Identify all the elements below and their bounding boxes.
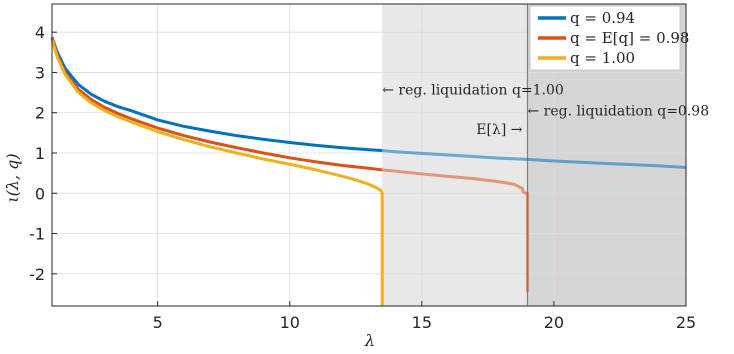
- legend-label-0: q = 0.94: [570, 9, 635, 27]
- annotation-0: ← reg. liquidation q=1.00: [382, 82, 564, 98]
- y-tick-label: 0: [35, 184, 45, 203]
- x-tick-label: 25: [676, 313, 696, 332]
- x-tick-label: 10: [280, 313, 300, 332]
- x-tick-label: 5: [153, 313, 163, 332]
- annotation-2: E[λ] →: [476, 122, 522, 138]
- series-line-2: [50, 39, 384, 306]
- series-line-1: [50, 37, 383, 172]
- y-tick-label: 3: [35, 63, 45, 82]
- x-tick-label: 15: [412, 313, 432, 332]
- x-tick-label: 20: [544, 313, 564, 332]
- series-line-0: [50, 36, 383, 153]
- y-tick-label: -2: [29, 265, 45, 284]
- legend-label-2: q = 1.00: [570, 49, 635, 67]
- series-line-1-faded: [382, 168, 529, 292]
- plot-frame: [51, 3, 687, 307]
- y-tick-label: 1: [35, 144, 45, 163]
- legend-label-1: q = E[q] = 0.98: [570, 29, 689, 47]
- series-line-0-faded: [382, 149, 687, 169]
- x-axis-label: λ: [364, 331, 375, 350]
- annotation-1: ← reg. liquidation q=0.98: [528, 104, 710, 120]
- y-tick-label: 2: [35, 104, 45, 123]
- y-axis-label: ι(λ, q): [3, 153, 22, 202]
- y-tick-label: -1: [29, 225, 45, 244]
- y-tick-label: 4: [35, 23, 45, 42]
